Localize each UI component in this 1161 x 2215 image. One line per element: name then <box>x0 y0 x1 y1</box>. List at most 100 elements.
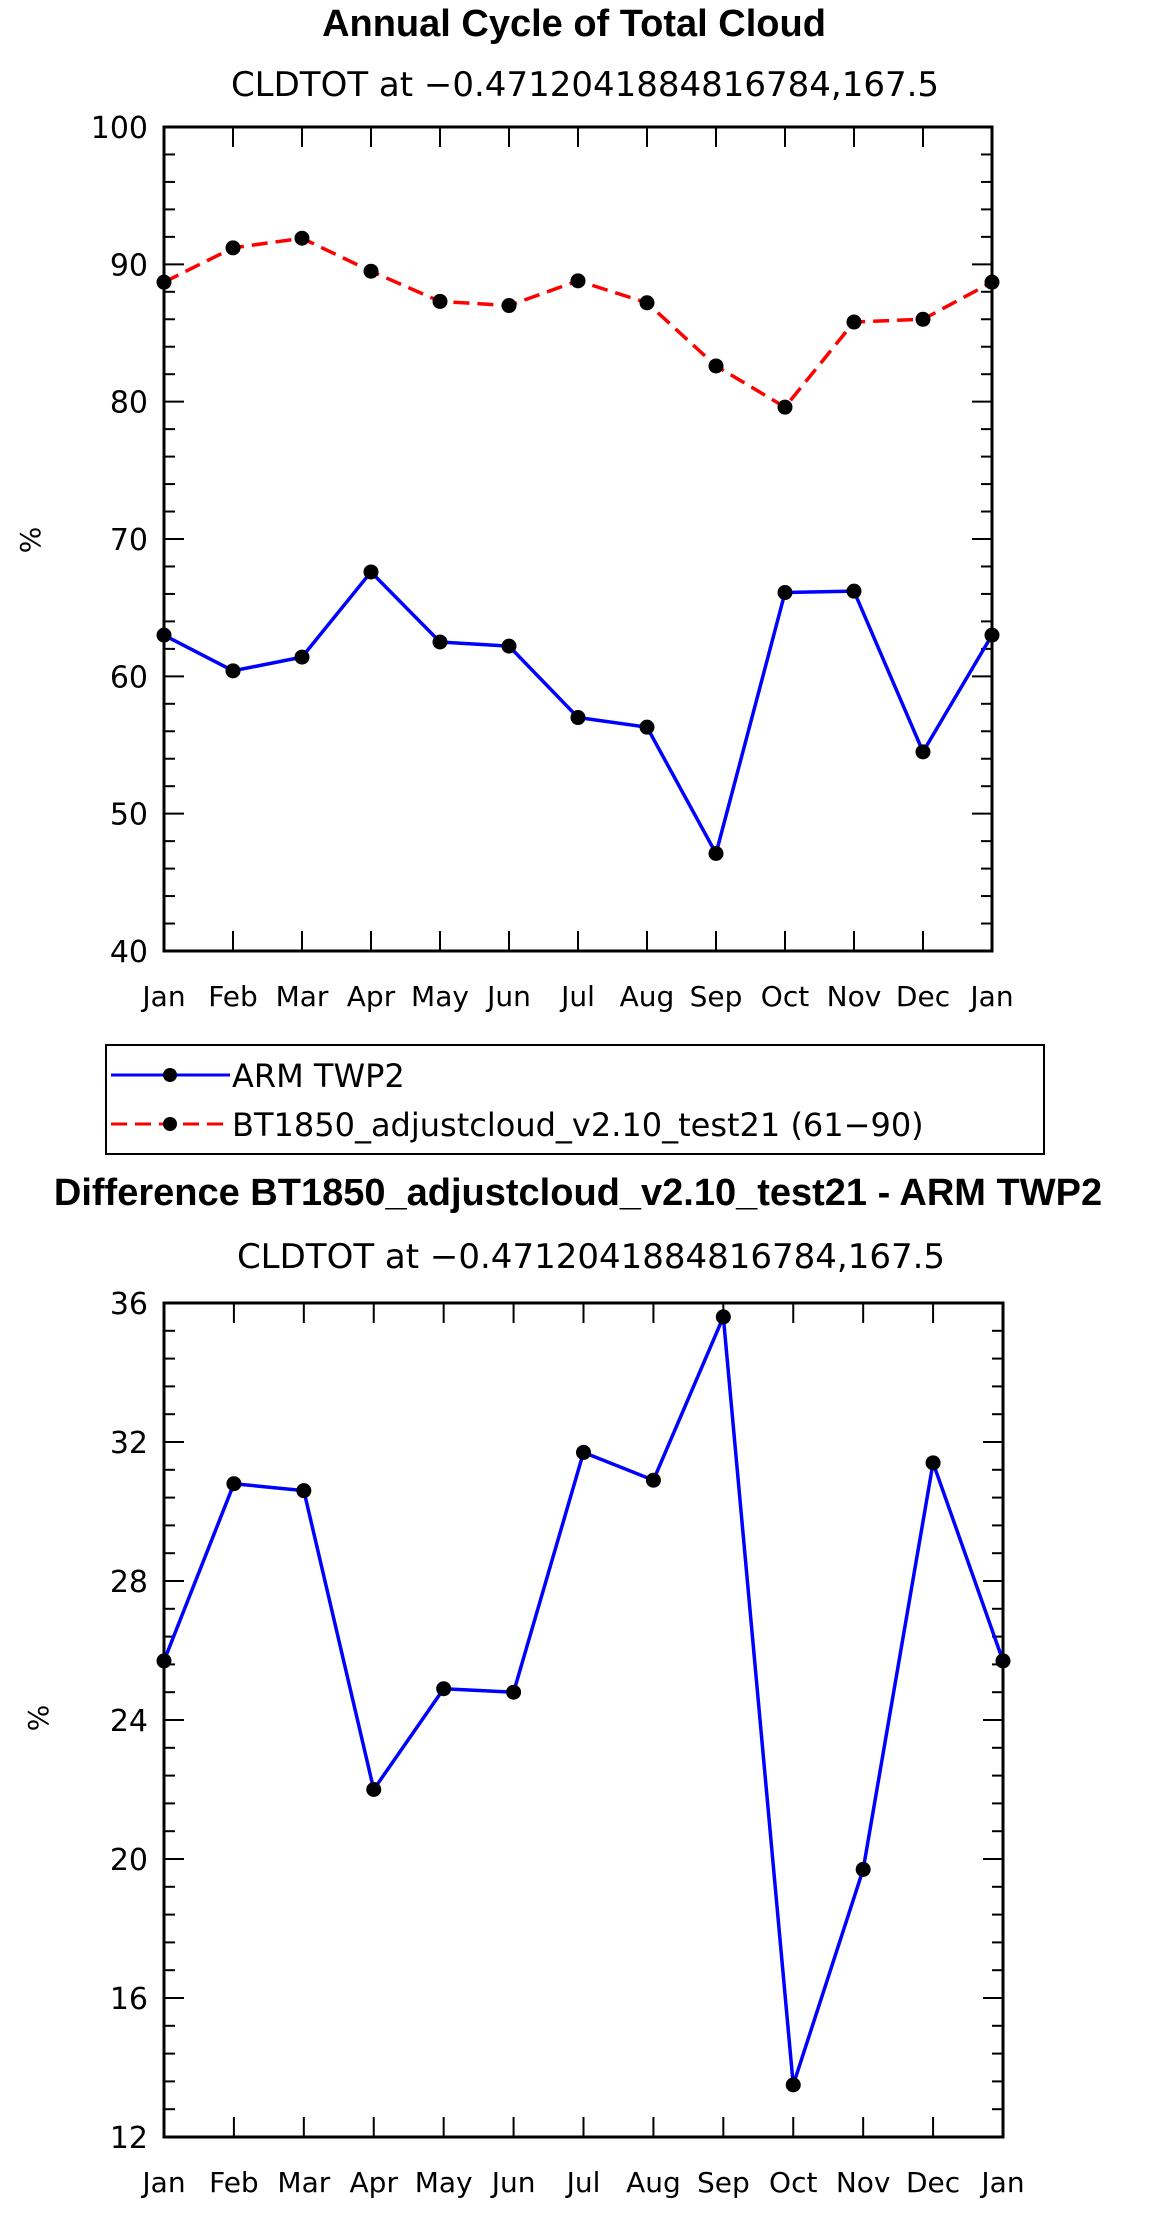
bottom-xtick-label: Jan <box>140 2166 185 2199</box>
top-series-2-point <box>570 273 586 289</box>
bottom-series-1-line <box>162 1315 1005 2087</box>
top-xtick-label: Mar <box>276 980 329 1013</box>
top-series-1-point <box>846 583 862 599</box>
top-ytick-label: 70 <box>110 523 148 558</box>
bottom-series-1-point <box>645 1472 661 1488</box>
top-series-2-point <box>984 274 1000 290</box>
bottom-chart-axes: 12 16 20 24 28 32 36 Jan Feb Mar Apr May Jun Jul Aug Se… <box>110 1287 1025 2199</box>
legend-entry-series-2: BT1850_adjustcloud_v2.10_test21 (61−90) <box>111 1106 924 1144</box>
bottom-chart-title: Difference BT1850_adjustcloud_v2.10_test… <box>54 1172 1102 1214</box>
top-ytick-label: 90 <box>110 248 148 283</box>
top-series-1-point <box>915 744 931 760</box>
top-xtick-label: Jan <box>140 980 185 1013</box>
top-series-2-point <box>708 358 724 374</box>
legend-marker-series-2 <box>163 1117 177 1131</box>
top-plot-frame <box>162 125 994 953</box>
top-series-2-point <box>777 399 793 415</box>
top-chart-subtitle: CLDTOT at −0.4712041884816784,167.5 <box>231 65 939 105</box>
top-series-2-point <box>432 293 448 309</box>
top-series-1-point <box>501 638 517 654</box>
bottom-series-1-point <box>785 2077 801 2093</box>
top-chart-axes: 40 50 60 70 80 90 100 Jan Feb Mar Apr May Jun Jul Aug S… <box>91 111 1014 1013</box>
top-ytick-label: 80 <box>110 386 148 421</box>
top-chart-series <box>156 230 1000 861</box>
top-ytick-label: 60 <box>110 660 148 695</box>
top-series-2-point <box>639 295 655 311</box>
bottom-chart-series <box>156 1309 1011 2093</box>
bottom-series-1-point <box>506 1684 522 1700</box>
bottom-ytick-label: 16 <box>110 1982 148 2017</box>
top-xtick-label: Oct <box>761 980 809 1013</box>
bottom-series-1-point <box>366 1782 382 1797</box>
top-xtick-label: Nov <box>827 980 882 1013</box>
bottom-xtick-label: Jun <box>490 2166 536 2199</box>
top-series-1-point <box>294 649 310 665</box>
top-series-1-point <box>639 719 655 735</box>
top-series-2-line <box>163 236 993 409</box>
bottom-chart: Difference BT1850_adjustcloud_v2.10_test… <box>22 1172 1102 2199</box>
top-xtick-label: Jan <box>968 980 1013 1013</box>
bottom-xtick-label: Feb <box>209 2166 259 2199</box>
top-xtick-label: Dec <box>896 980 950 1013</box>
top-series-2-point <box>363 263 379 279</box>
bottom-series-1-point <box>855 1861 871 1877</box>
bottom-series-1-point <box>715 1309 731 1325</box>
legend: ARM TWP2 BT1850_adjustcloud_v2.10_test21… <box>105 1044 1045 1155</box>
top-chart-title: Annual Cycle of Total Cloud <box>322 3 826 45</box>
top-xtick-label: Jun <box>485 980 531 1013</box>
top-xtick-label: Jul <box>559 980 595 1013</box>
bottom-series-1-point <box>576 1444 591 1460</box>
bottom-series-1-point <box>156 1653 172 1669</box>
bottom-xtick-label: Nov <box>836 2166 891 2199</box>
top-series-1-point <box>984 627 1000 643</box>
bottom-xtick-label: Jul <box>565 2166 601 2199</box>
bottom-chart-ylabel: % <box>22 1705 55 1732</box>
bottom-xtick-label: Apr <box>350 2166 399 2199</box>
top-series-2-point <box>915 311 931 327</box>
top-chart-ylabel: % <box>14 527 47 554</box>
top-series-1-point <box>156 627 172 643</box>
top-xtick-label: Feb <box>208 980 258 1013</box>
top-chart: Annual Cycle of Total Cloud CLDTOT at −0… <box>14 3 1045 1155</box>
bottom-xtick-label: Mar <box>277 2166 330 2199</box>
legend-label-series-1: ARM TWP2 <box>232 1057 405 1095</box>
bottom-series-1-point <box>995 1653 1011 1669</box>
bottom-plot-frame <box>162 1301 1005 2139</box>
top-series-1-point <box>708 845 724 861</box>
top-series-1-point <box>432 634 448 650</box>
top-ytick-label: 50 <box>110 798 148 833</box>
top-series-1-point <box>225 663 241 679</box>
bottom-ytick-label: 28 <box>110 1565 148 1600</box>
top-series-2-point <box>225 240 241 256</box>
bottom-ytick-label: 12 <box>110 2121 148 2156</box>
bottom-xtick-label: Sep <box>697 2166 750 2199</box>
top-series-2-point <box>501 298 517 314</box>
top-series-2-point <box>846 314 862 330</box>
top-xtick-label: May <box>411 980 469 1013</box>
bottom-xtick-label: Aug <box>626 2166 681 2199</box>
bottom-series-1-point <box>436 1681 452 1697</box>
bottom-ytick-label: 24 <box>110 1704 148 1739</box>
top-series-1-point <box>570 710 586 726</box>
top-xtick-label: Sep <box>690 980 743 1013</box>
legend-entry-series-1: ARM TWP2 <box>111 1057 405 1095</box>
bottom-ytick-label: 20 <box>110 1843 148 1878</box>
top-xtick-label: Apr <box>347 980 396 1013</box>
legend-marker-series-1 <box>163 1068 177 1082</box>
bottom-series-1-point <box>925 1455 941 1471</box>
bottom-xtick-label: Oct <box>769 2166 817 2199</box>
bottom-chart-subtitle: CLDTOT at −0.4712041884816784,167.5 <box>237 1237 945 1277</box>
bottom-series-1-point <box>226 1476 242 1492</box>
legend-box <box>105 1044 1045 1155</box>
bottom-xtick-label: Dec <box>906 2166 960 2199</box>
top-series-1-point <box>363 564 379 580</box>
top-ytick-label: 40 <box>110 935 148 970</box>
bottom-ytick-label: 36 <box>110 1287 148 1322</box>
top-xtick-label: Aug <box>620 980 675 1013</box>
top-series-1-point <box>777 585 793 601</box>
bottom-xtick-label: Jan <box>979 2166 1024 2199</box>
bottom-xtick-label: May <box>415 2166 473 2199</box>
bottom-series-1-point <box>296 1483 312 1499</box>
